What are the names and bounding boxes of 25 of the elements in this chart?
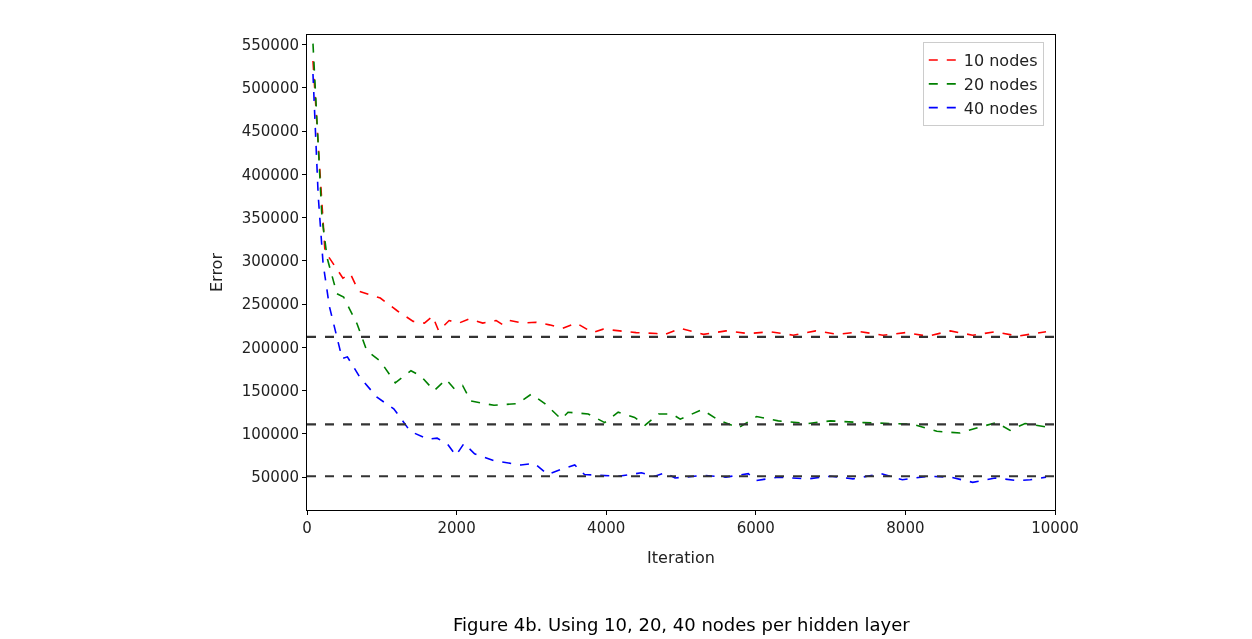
y-tick-label: 500000 xyxy=(241,79,299,98)
y-tick-label: 300000 xyxy=(241,252,299,271)
y-tick-label: 200000 xyxy=(241,338,299,357)
x-axis-title: Iteration xyxy=(647,547,715,567)
caption: Figure 4b. Using 10, 20, 40 nodes per hidden layer xyxy=(453,614,911,635)
x-tick-label: 2000 xyxy=(437,519,476,537)
y-tick-label: 400000 xyxy=(241,165,299,184)
x-tick-label: 8000 xyxy=(886,519,925,537)
y-tick-label: 450000 xyxy=(241,122,299,141)
y-tick-label: 250000 xyxy=(241,295,299,314)
y-tick-label: 100000 xyxy=(241,425,299,444)
x-tick-label: 4000 xyxy=(587,519,626,537)
line-series xyxy=(312,42,1047,434)
legend-label: 20 nodes xyxy=(963,75,1038,95)
y-axis-title: Error xyxy=(206,252,226,292)
y-tick-label: 550000 xyxy=(241,35,299,54)
x-tick-label: 0 xyxy=(302,519,312,537)
y-tick-label: 350000 xyxy=(241,208,299,227)
y-tick-label: 50000 xyxy=(251,468,299,487)
y-tick-label: 150000 xyxy=(241,381,299,400)
x-tick-label: 6000 xyxy=(736,519,775,537)
legend-label: 40 nodes xyxy=(963,98,1038,118)
legend-label: 10 nodes xyxy=(963,51,1038,71)
line-series xyxy=(312,73,1047,484)
x-tick-label: 10000 xyxy=(1031,519,1079,537)
